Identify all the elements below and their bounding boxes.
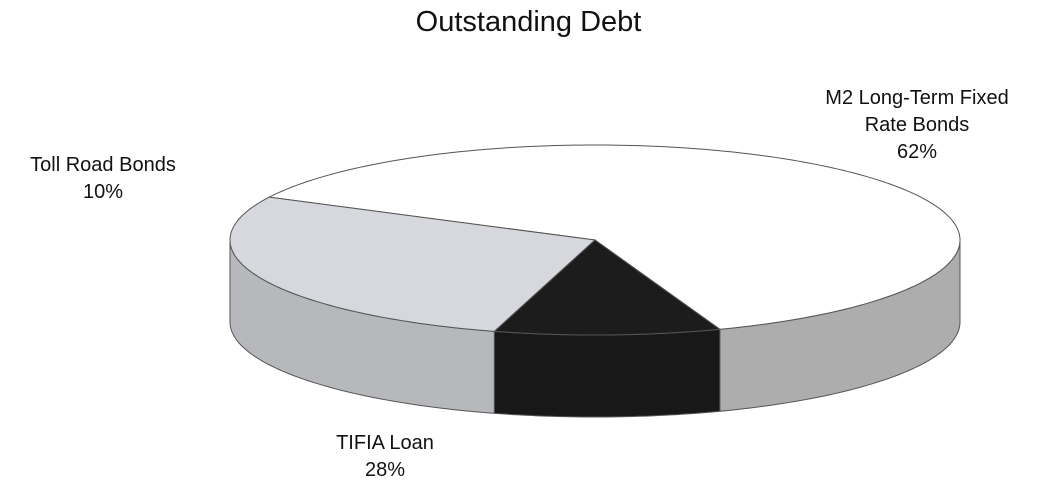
slice — [493, 239, 722, 336]
slice-label: Toll Road Bonds 10% — [0, 152, 223, 206]
slice-label: M2 Long-Term Fixed Rate Bonds 62% — [807, 85, 1027, 166]
value-label: 62% — [896, 141, 938, 163]
category-name: M2 Long-Term Fixed Rate Bonds — [825, 87, 1009, 136]
slice — [267, 144, 961, 330]
value-label: 10% — [82, 181, 124, 203]
value-label: 28% — [364, 459, 406, 481]
category-name: TIFIA Loan — [336, 432, 434, 454]
category-name: Toll Road Bonds — [30, 154, 176, 176]
slice-label: TIFIA Loan 28% — [265, 430, 505, 484]
chart-title: Outstanding Debt — [415, 6, 642, 38]
slice-side — [493, 328, 721, 418]
slice — [229, 196, 597, 332]
